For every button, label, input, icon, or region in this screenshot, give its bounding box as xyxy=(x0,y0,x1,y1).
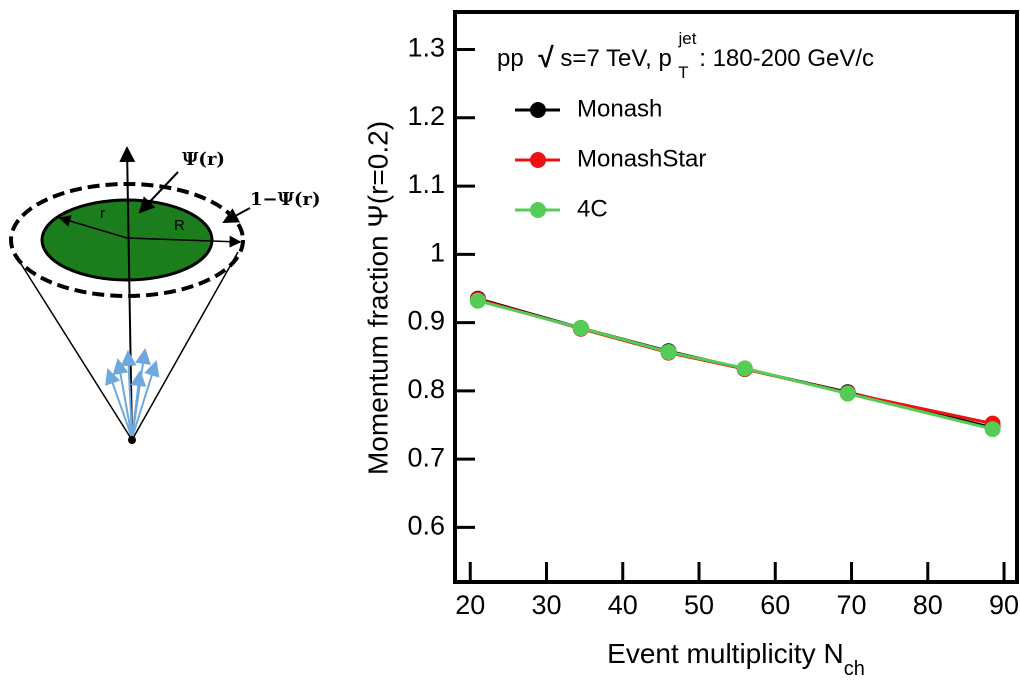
title-part: √ xyxy=(538,42,554,73)
legend-marker xyxy=(530,102,546,118)
y-tick-label: 0.6 xyxy=(407,511,445,541)
x-tick-label: 60 xyxy=(760,590,790,620)
x-tick-label: 90 xyxy=(989,590,1019,620)
y-tick-label: 1 xyxy=(430,237,445,267)
title-part: : 180-200 GeV/c xyxy=(699,45,874,72)
y-tick-label: 0.9 xyxy=(407,306,445,336)
y-tick-label: 1.3 xyxy=(407,33,445,63)
x-tick-label: 70 xyxy=(837,590,867,620)
y-tick-label: 1.2 xyxy=(407,101,445,131)
big-r-label: R xyxy=(174,217,185,234)
y-tick-label: 1.1 xyxy=(407,169,445,199)
legend-label: 4C xyxy=(577,195,608,222)
legend-label: Monash xyxy=(577,95,662,122)
series-line xyxy=(477,297,993,426)
y-tick-label: 0.8 xyxy=(407,374,445,404)
x-tick-label: 20 xyxy=(455,590,485,620)
x-tick-label: 50 xyxy=(684,590,714,620)
x-label-main: Event multiplicity N xyxy=(607,638,844,669)
cone-diagram: Ψ(r) 1−Ψ(r) r R xyxy=(9,146,321,444)
title-part: T xyxy=(678,63,688,82)
data-point xyxy=(736,360,753,377)
data-point xyxy=(984,421,1001,438)
plot-frame xyxy=(453,10,1019,584)
x-tick-label: 30 xyxy=(531,590,561,620)
data-point xyxy=(660,343,677,360)
x-label-sub: ch xyxy=(844,658,865,680)
x-tick-label: 80 xyxy=(913,590,943,620)
data-point xyxy=(469,292,486,309)
legend-label: MonashStar xyxy=(577,145,706,172)
data-point xyxy=(839,385,856,402)
one-minus-psi-label: 1−Ψ(r) xyxy=(250,189,321,210)
chart-title: pp √ s=7 TeV, p jet T : 180-200 GeV/c xyxy=(497,25,874,86)
series-line xyxy=(477,299,993,431)
legend-marker xyxy=(530,202,546,218)
title-part: s=7 TeV, p xyxy=(560,45,671,72)
x-axis-label: Event multiplicity Nch xyxy=(607,638,865,680)
title-part: jet xyxy=(678,29,697,48)
y-tick-label: 0.7 xyxy=(407,442,445,472)
r-label: r xyxy=(100,205,105,222)
data-point xyxy=(572,320,589,337)
title-part: pp xyxy=(497,45,524,72)
legend-marker xyxy=(530,152,546,168)
x-tick-label: 40 xyxy=(608,590,638,620)
psi-label: Ψ(r) xyxy=(182,149,225,170)
y-axis-label: Momentum fraction Ψ(r=0.2) xyxy=(362,121,393,475)
